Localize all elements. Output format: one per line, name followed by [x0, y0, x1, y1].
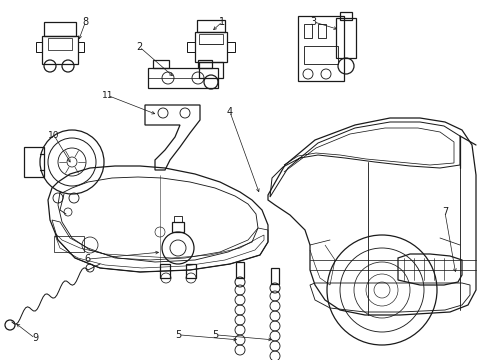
Bar [195, 32, 226, 62]
Bar [174, 216, 182, 222]
Bar [48, 38, 72, 50]
Bar [78, 42, 84, 52]
Bar [317, 24, 325, 38]
Bar [270, 268, 279, 284]
Text: 1: 1 [219, 17, 225, 27]
Bar [148, 68, 218, 88]
Bar [185, 264, 196, 278]
Text: 7: 7 [441, 207, 447, 217]
Bar [153, 60, 169, 68]
Bar [199, 34, 223, 44]
Bar [36, 42, 42, 52]
Bar [24, 147, 44, 177]
Text: 5: 5 [175, 330, 181, 340]
Bar [199, 62, 223, 78]
Bar [160, 264, 170, 278]
Bar [226, 42, 235, 52]
Text: 2: 2 [136, 42, 142, 52]
Bar [44, 22, 76, 36]
Text: 9: 9 [32, 333, 38, 343]
Bar [236, 262, 244, 278]
Bar [54, 236, 84, 252]
Text: 6: 6 [84, 254, 90, 264]
Bar [42, 36, 78, 64]
Bar [304, 24, 311, 38]
Bar [304, 46, 337, 64]
Text: 3: 3 [309, 17, 315, 27]
Bar [297, 16, 343, 81]
Text: 11: 11 [102, 91, 113, 100]
Text: 5: 5 [212, 330, 218, 340]
Text: 10: 10 [48, 131, 60, 140]
Bar [335, 18, 355, 58]
Text: 8: 8 [82, 17, 88, 27]
Bar [339, 12, 351, 20]
Bar [172, 222, 183, 232]
Bar [198, 60, 212, 68]
Bar [186, 42, 195, 52]
Text: 4: 4 [226, 107, 232, 117]
Bar [197, 20, 224, 32]
